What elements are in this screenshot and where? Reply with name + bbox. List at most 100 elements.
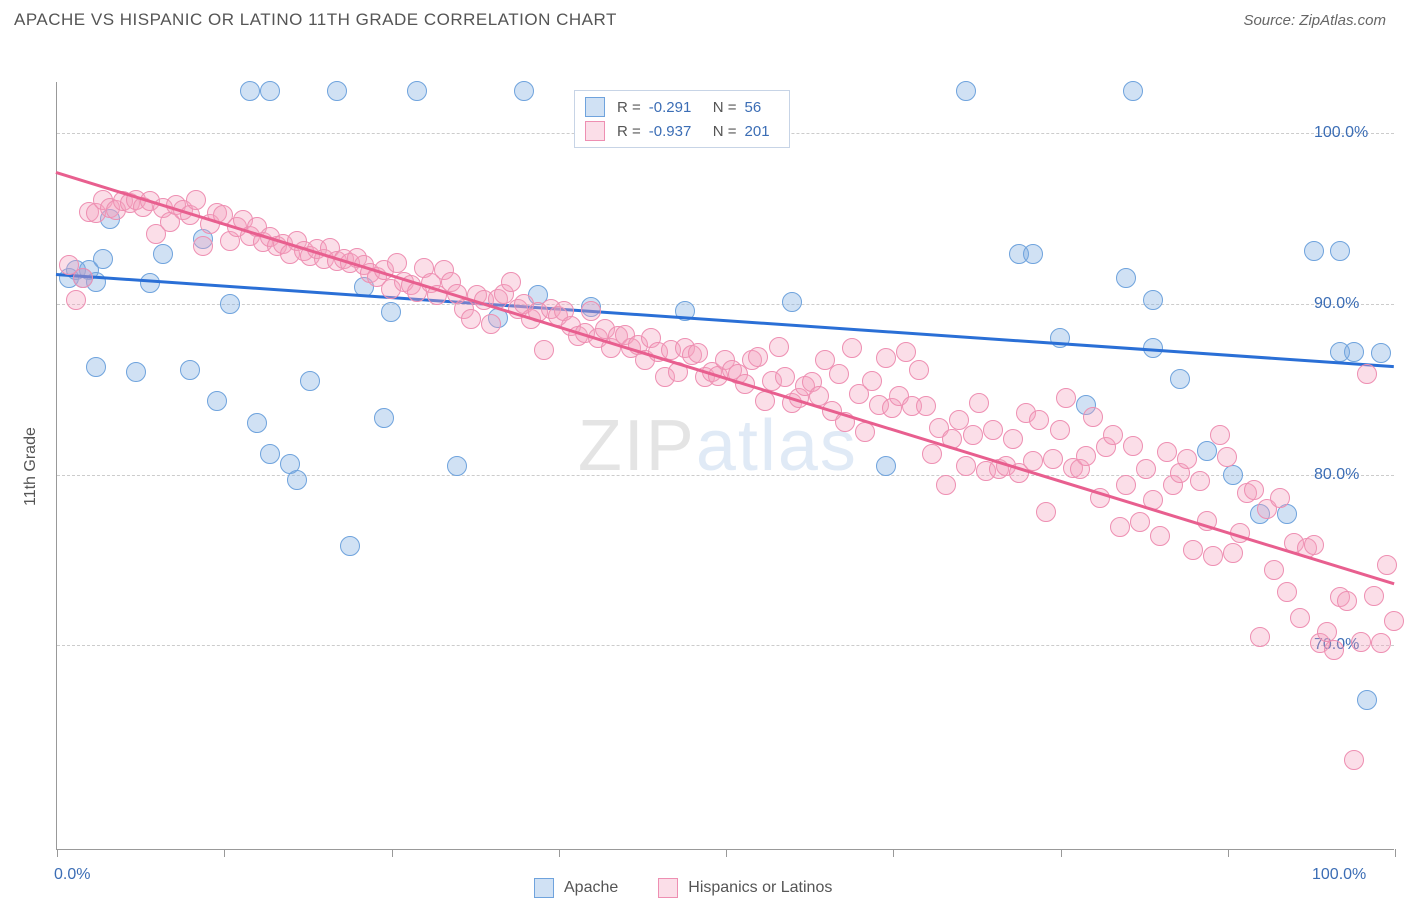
x-tick [726,849,727,857]
data-point [936,475,956,495]
data-point [862,371,882,391]
gridline [57,304,1394,305]
data-point [876,456,896,476]
data-point [260,444,280,464]
legend-stats: R = -0.291 N = 56 R = -0.937 N = 201 [574,90,790,148]
data-point [769,337,789,357]
data-point [300,371,320,391]
data-point [1357,364,1377,384]
data-point [1371,343,1391,363]
y-tick-label: 90.0% [1314,295,1359,313]
data-point [407,81,427,101]
data-point [755,391,775,411]
data-point [1123,436,1143,456]
legend-item-label: Hispanics or Latinos [688,879,832,897]
data-point [1357,690,1377,710]
data-point [1116,268,1136,288]
data-point [1177,449,1197,469]
data-point [207,391,227,411]
data-point [1330,241,1350,261]
chart-header: APACHE VS HISPANIC OR LATINO 11TH GRADE … [0,0,1406,38]
legend-series: Apache Hispanics or Latinos [534,878,832,898]
data-point [829,364,849,384]
data-point [1371,633,1391,653]
legend-r-value: -0.291 [649,99,701,116]
data-point [1290,608,1310,628]
data-point [1210,425,1230,445]
data-point [381,302,401,322]
data-point [1223,465,1243,485]
legend-n-label: N = [713,99,737,116]
data-point [1304,535,1324,555]
data-point [501,272,521,292]
gridline [57,645,1394,646]
data-point [220,294,240,314]
data-point [1377,555,1397,575]
data-point [1183,540,1203,560]
data-point [340,536,360,556]
data-point [327,81,347,101]
legend-n-label: N = [713,123,737,140]
data-point [855,422,875,442]
data-point [1123,81,1143,101]
data-point [1270,488,1290,508]
data-point [1384,611,1404,631]
x-tick [57,849,58,857]
data-point [73,268,93,288]
legend-r-label: R = [617,123,641,140]
data-point [1277,582,1297,602]
data-point [956,81,976,101]
data-point [581,301,601,321]
data-point [66,290,86,310]
data-point [153,244,173,264]
legend-item-label: Apache [564,879,618,897]
data-point [534,340,554,360]
data-point [1143,290,1163,310]
data-point [287,470,307,490]
data-point [447,456,467,476]
y-tick-label: 100.0% [1314,124,1368,142]
legend-n-value: 56 [745,99,779,116]
legend-swatch [585,121,605,141]
data-point [983,420,1003,440]
x-tick [1228,849,1229,857]
x-tick [224,849,225,857]
x-tick [1395,849,1396,857]
data-point [1244,480,1264,500]
legend-item: Apache [534,878,618,898]
data-point [1337,591,1357,611]
x-tick [1061,849,1062,857]
legend-item: Hispanics or Latinos [658,878,832,898]
data-point [1250,627,1270,647]
data-point [514,81,534,101]
y-axis-label: 11th Grade [22,427,40,506]
data-point [1076,446,1096,466]
x-tick [559,849,560,857]
data-point [1103,425,1123,445]
data-point [1203,546,1223,566]
chart-source: Source: ZipAtlas.com [1243,12,1386,29]
data-point [1043,449,1063,469]
data-point [1157,442,1177,462]
data-point [1344,750,1364,770]
legend-r-value: -0.937 [649,123,701,140]
data-point [180,360,200,380]
data-point [193,236,213,256]
legend-stats-row: R = -0.937 N = 201 [585,119,779,143]
data-point [126,362,146,382]
data-point [247,413,267,433]
legend-n-value: 201 [745,123,779,140]
chart-title: APACHE VS HISPANIC OR LATINO 11TH GRADE … [14,10,617,30]
data-point [916,396,936,416]
data-point [1003,429,1023,449]
x-tick [392,849,393,857]
data-point [896,342,916,362]
data-point [186,190,206,210]
data-point [1136,459,1156,479]
data-point [876,348,896,368]
data-point [782,292,802,312]
data-point [1023,244,1043,264]
x-tick [893,849,894,857]
data-point [1170,369,1190,389]
data-point [140,273,160,293]
